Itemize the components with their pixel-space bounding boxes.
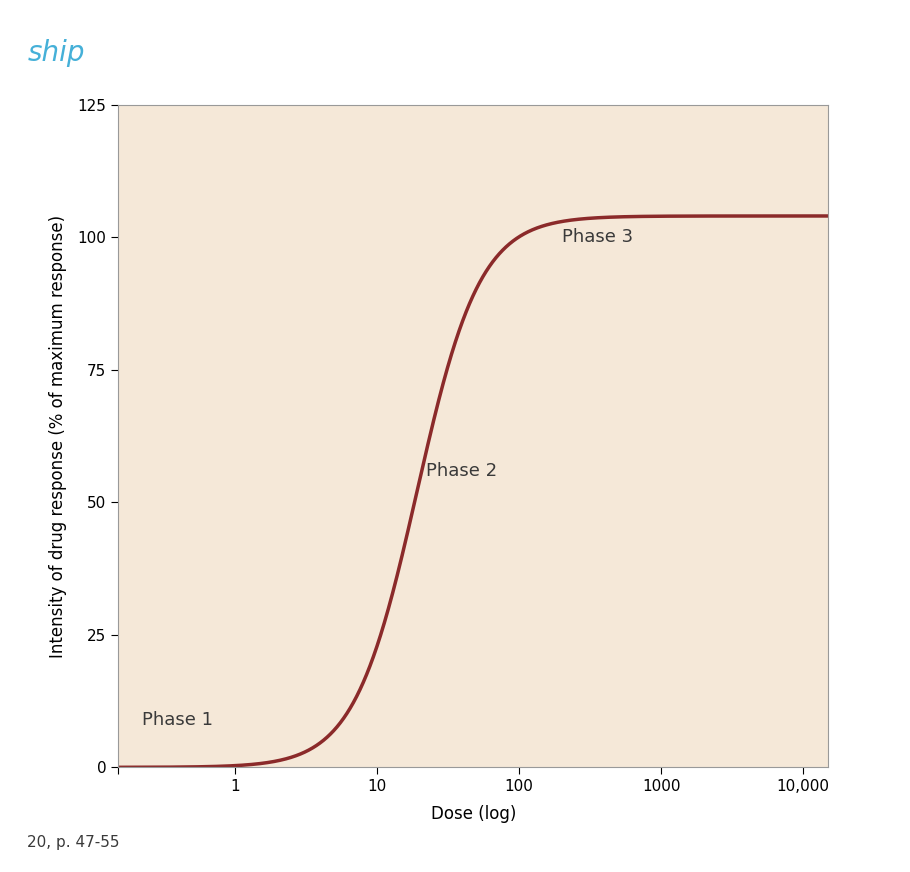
Y-axis label: Intensity of drug response (% of maximum response): Intensity of drug response (% of maximum… [48, 215, 66, 657]
Text: Phase 3: Phase 3 [561, 228, 633, 247]
Text: Phase 2: Phase 2 [426, 462, 497, 480]
Text: ship: ship [27, 39, 85, 67]
Text: Phase 1: Phase 1 [142, 711, 213, 729]
Text: 20, p. 47-55: 20, p. 47-55 [27, 835, 120, 850]
X-axis label: Dose (log): Dose (log) [430, 805, 516, 823]
